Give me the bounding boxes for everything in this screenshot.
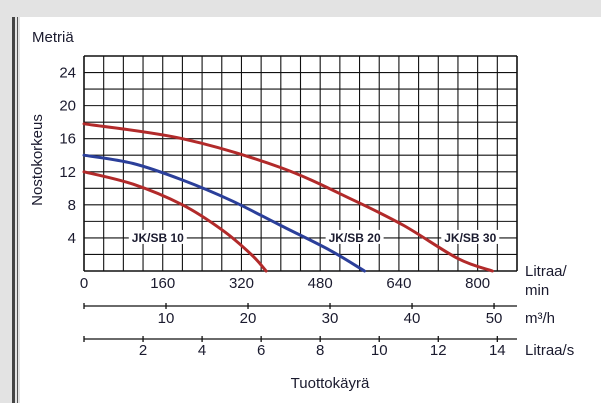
x-tick-label: 480 [308, 275, 333, 292]
annotation-label-3: JK/SB 30 [444, 231, 496, 245]
y-tick-labels: 4 8 12 16 20 24 [59, 65, 76, 247]
y-axis-unit-label: Metriä [32, 29, 74, 46]
y-tick-label: 12 [59, 164, 76, 181]
series-line-3 [82, 122, 494, 273]
y-tick-label: 8 [68, 197, 76, 214]
x-tick-label: 2 [139, 342, 147, 359]
annotation-layer: JK/SB 10 JK/SB 20 JK/SB 30 [128, 229, 500, 245]
y-tick-label: 24 [59, 65, 76, 82]
annotation-label-1: JK/SB 10 [132, 231, 184, 245]
x-tick-label: 320 [229, 275, 254, 292]
x-tick-label: 12 [430, 342, 447, 359]
y-tick-label: 4 [68, 230, 76, 247]
x-tick-label: 160 [150, 275, 175, 292]
x-tick-label: 4 [198, 342, 206, 359]
x-scale-unit-label: Litraa/s [525, 342, 574, 359]
x-tick-label: 50 [486, 310, 503, 327]
y-axis-label: Nostokorkeus [29, 114, 46, 206]
y-tick-label: 20 [59, 98, 76, 115]
x-tick-label: 14 [489, 342, 506, 359]
x-scale-unit-label: Litraa/ [525, 263, 568, 280]
x-tick-label: 10 [158, 310, 175, 327]
frame-divider-thin [17, 17, 18, 403]
x-scale-unit-label: min [525, 282, 549, 299]
annotation-label-2: JK/SB 20 [329, 231, 381, 245]
x-axis-title: Tuottokäyrä [291, 375, 370, 392]
annotation-background [325, 229, 384, 244]
y-tick-label: 16 [59, 131, 76, 148]
x-axis-scales: 0 160 320 480 640 800 Litraa/min 10 20 30 40 50 m³/h… [80, 263, 574, 359]
series-line-1 [82, 170, 268, 273]
x-tick-label: 30 [322, 310, 339, 327]
series-layer [82, 122, 494, 273]
x-tick-label: 640 [386, 275, 411, 292]
x-tick-label: 20 [240, 310, 257, 327]
x-tick-label: 0 [80, 275, 88, 292]
x-tick-label: 800 [465, 275, 490, 292]
annotation-background [128, 229, 187, 244]
x-tick-label: 6 [257, 342, 265, 359]
x-tick-label: 10 [371, 342, 388, 359]
annotation-background [441, 229, 500, 244]
x-scale-unit-label: m³/h [525, 310, 555, 327]
frame-divider-thick [12, 17, 15, 403]
x-tick-label: 40 [404, 310, 421, 327]
series-line-2 [82, 153, 366, 273]
x-tick-label: 8 [316, 342, 324, 359]
